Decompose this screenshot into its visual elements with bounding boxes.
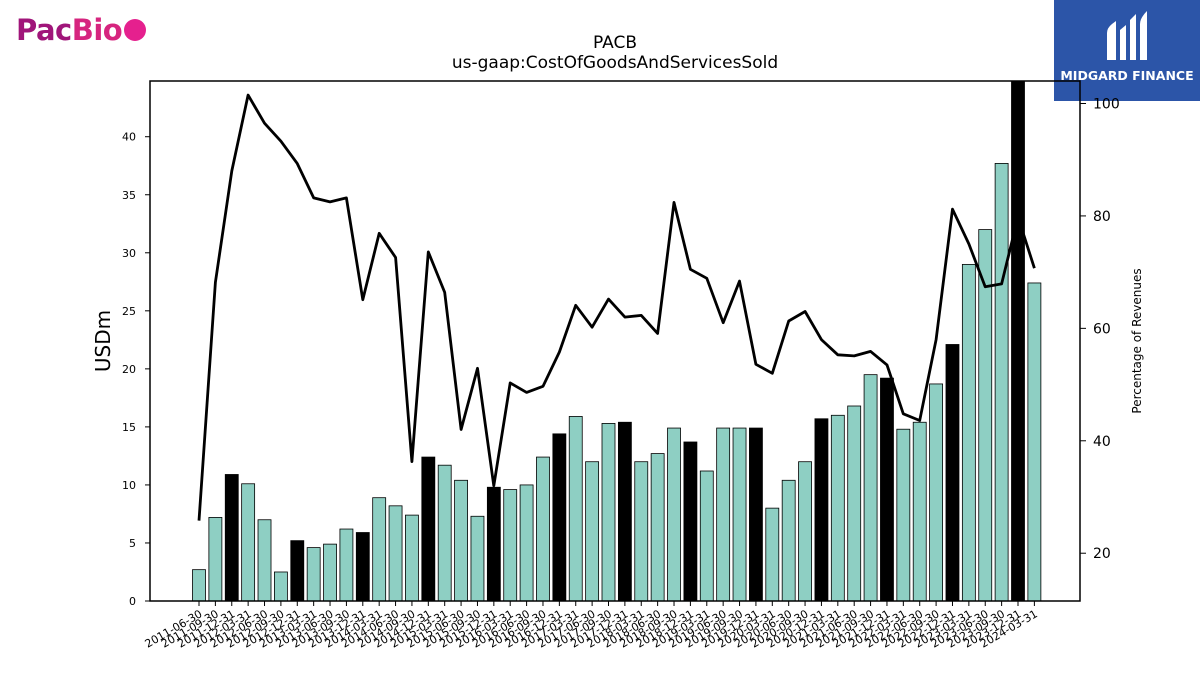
y2-tick-label: 100 (1093, 96, 1120, 112)
bar-2022-09-30 (929, 383, 943, 602)
bar-2011-06-30 (192, 569, 206, 602)
bar-2015-06-30 (454, 479, 468, 602)
bar-2021-06-30 (847, 405, 862, 602)
chart-title: PACB (593, 33, 637, 53)
bar-2013-06-30 (323, 543, 337, 602)
bar-2014-12-31 (421, 456, 436, 602)
bar-2015-12-31 (486, 486, 501, 602)
bar-2011-12-31 (224, 474, 239, 602)
bar-2023-12-31 (1011, 80, 1025, 602)
pacbio-logo: Pac Bio (16, 12, 147, 48)
bar-2019-03-31 (699, 470, 714, 602)
bar-2019-09-30 (732, 427, 747, 602)
pacbio-logo-bio: Bio (71, 13, 123, 47)
y-tick-label: 20 (122, 363, 136, 376)
bar-2013-12-31 (355, 532, 370, 602)
y2-tick-label: 80 (1093, 209, 1111, 225)
bar-2012-12-31 (290, 540, 305, 602)
y2-tick-label: 40 (1093, 434, 1111, 450)
pacbio-logo-pac: Pac (16, 13, 72, 47)
bar-2018-12-31 (683, 441, 698, 602)
y2-axis-label: Percentage of Revenues (1130, 268, 1144, 413)
bar-2020-03-31 (765, 507, 780, 602)
bar-2012-03-31 (241, 483, 256, 602)
y2-tick-label: 20 (1093, 546, 1111, 562)
bar-2013-09-30 (339, 528, 354, 602)
bar-2019-06-30 (716, 427, 731, 602)
y-tick-label: 10 (122, 479, 136, 492)
y-tick-label: 40 (122, 131, 136, 144)
bar-2020-09-30 (798, 461, 812, 602)
bar-2020-12-31 (814, 418, 829, 602)
bar-2016-03-31 (503, 489, 518, 602)
y-tick-label: 15 (122, 421, 136, 434)
bars-layer (192, 80, 1042, 602)
y-tick-label: 35 (122, 189, 136, 202)
y-tick-label: 30 (122, 247, 136, 260)
bar-2022-06-30 (912, 421, 927, 602)
bar-2015-03-31 (437, 464, 452, 602)
x-axis: 2011-06-302011-09-302011-12-312012-03-31… (143, 601, 1040, 651)
line-layer (197, 93, 1036, 521)
bar-2018-06-30 (650, 453, 665, 602)
bar-2018-03-31 (634, 461, 649, 602)
y2-tick-label: 60 (1093, 321, 1111, 337)
plot-frame (149, 80, 1081, 602)
bar-2015-09-30 (470, 515, 485, 602)
bar-2021-03-31 (830, 414, 845, 602)
y-axis-left: 0 5 10 15 20 25 30 35 40 (122, 131, 150, 608)
bar-2013-03-31 (306, 547, 321, 602)
midgard-finance-logo: MIDGARD FINANCE (1054, 0, 1200, 101)
bar-2012-06-30 (257, 519, 272, 602)
bar-2020-06-30 (781, 479, 796, 602)
bar-2022-03-31 (896, 428, 911, 602)
bar-2017-06-30 (585, 461, 600, 602)
bar-2022-12-31 (945, 344, 960, 602)
bar-2024-03-31 (1027, 282, 1042, 602)
midgard-finance-logo-graphic (1054, 0, 1200, 101)
y-tick-label: 25 (122, 305, 136, 318)
bar-2021-12-31 (880, 377, 894, 602)
bar-2023-09-30 (994, 163, 1009, 602)
chart-subtitle: us-gaap:CostOfGoodsAndServicesSold (452, 53, 778, 73)
bar-2018-09-30 (667, 427, 681, 602)
bar-2017-09-30 (601, 423, 616, 602)
y-tick-label: 0 (129, 595, 136, 608)
bar-2016-12-31 (552, 433, 567, 602)
bar-2023-03-31 (961, 263, 976, 602)
bar-2016-09-30 (536, 456, 550, 602)
bar-2014-09-30 (405, 514, 419, 602)
y-axis-label: USDm (91, 310, 115, 372)
y-axis-right: 20 40 60 80 100 (1080, 96, 1120, 562)
bar-2017-03-31 (568, 416, 583, 602)
y-tick-label: 5 (129, 537, 136, 550)
bar-2019-12-31 (749, 427, 763, 602)
bar-2012-09-30 (273, 571, 288, 602)
bar-2011-09-30 (208, 517, 223, 602)
percentage-of-revenues-line (197, 93, 1036, 521)
bar-2014-03-31 (372, 497, 387, 602)
bar-2017-12-31 (617, 421, 632, 602)
bar-2021-09-30 (863, 374, 878, 602)
bar-2014-06-30 (388, 505, 403, 602)
pacbio-logo-dot (124, 19, 147, 41)
midgard-finance-logo-text: MIDGARD FINANCE (1060, 68, 1194, 83)
bar-2016-06-30 (519, 484, 534, 602)
